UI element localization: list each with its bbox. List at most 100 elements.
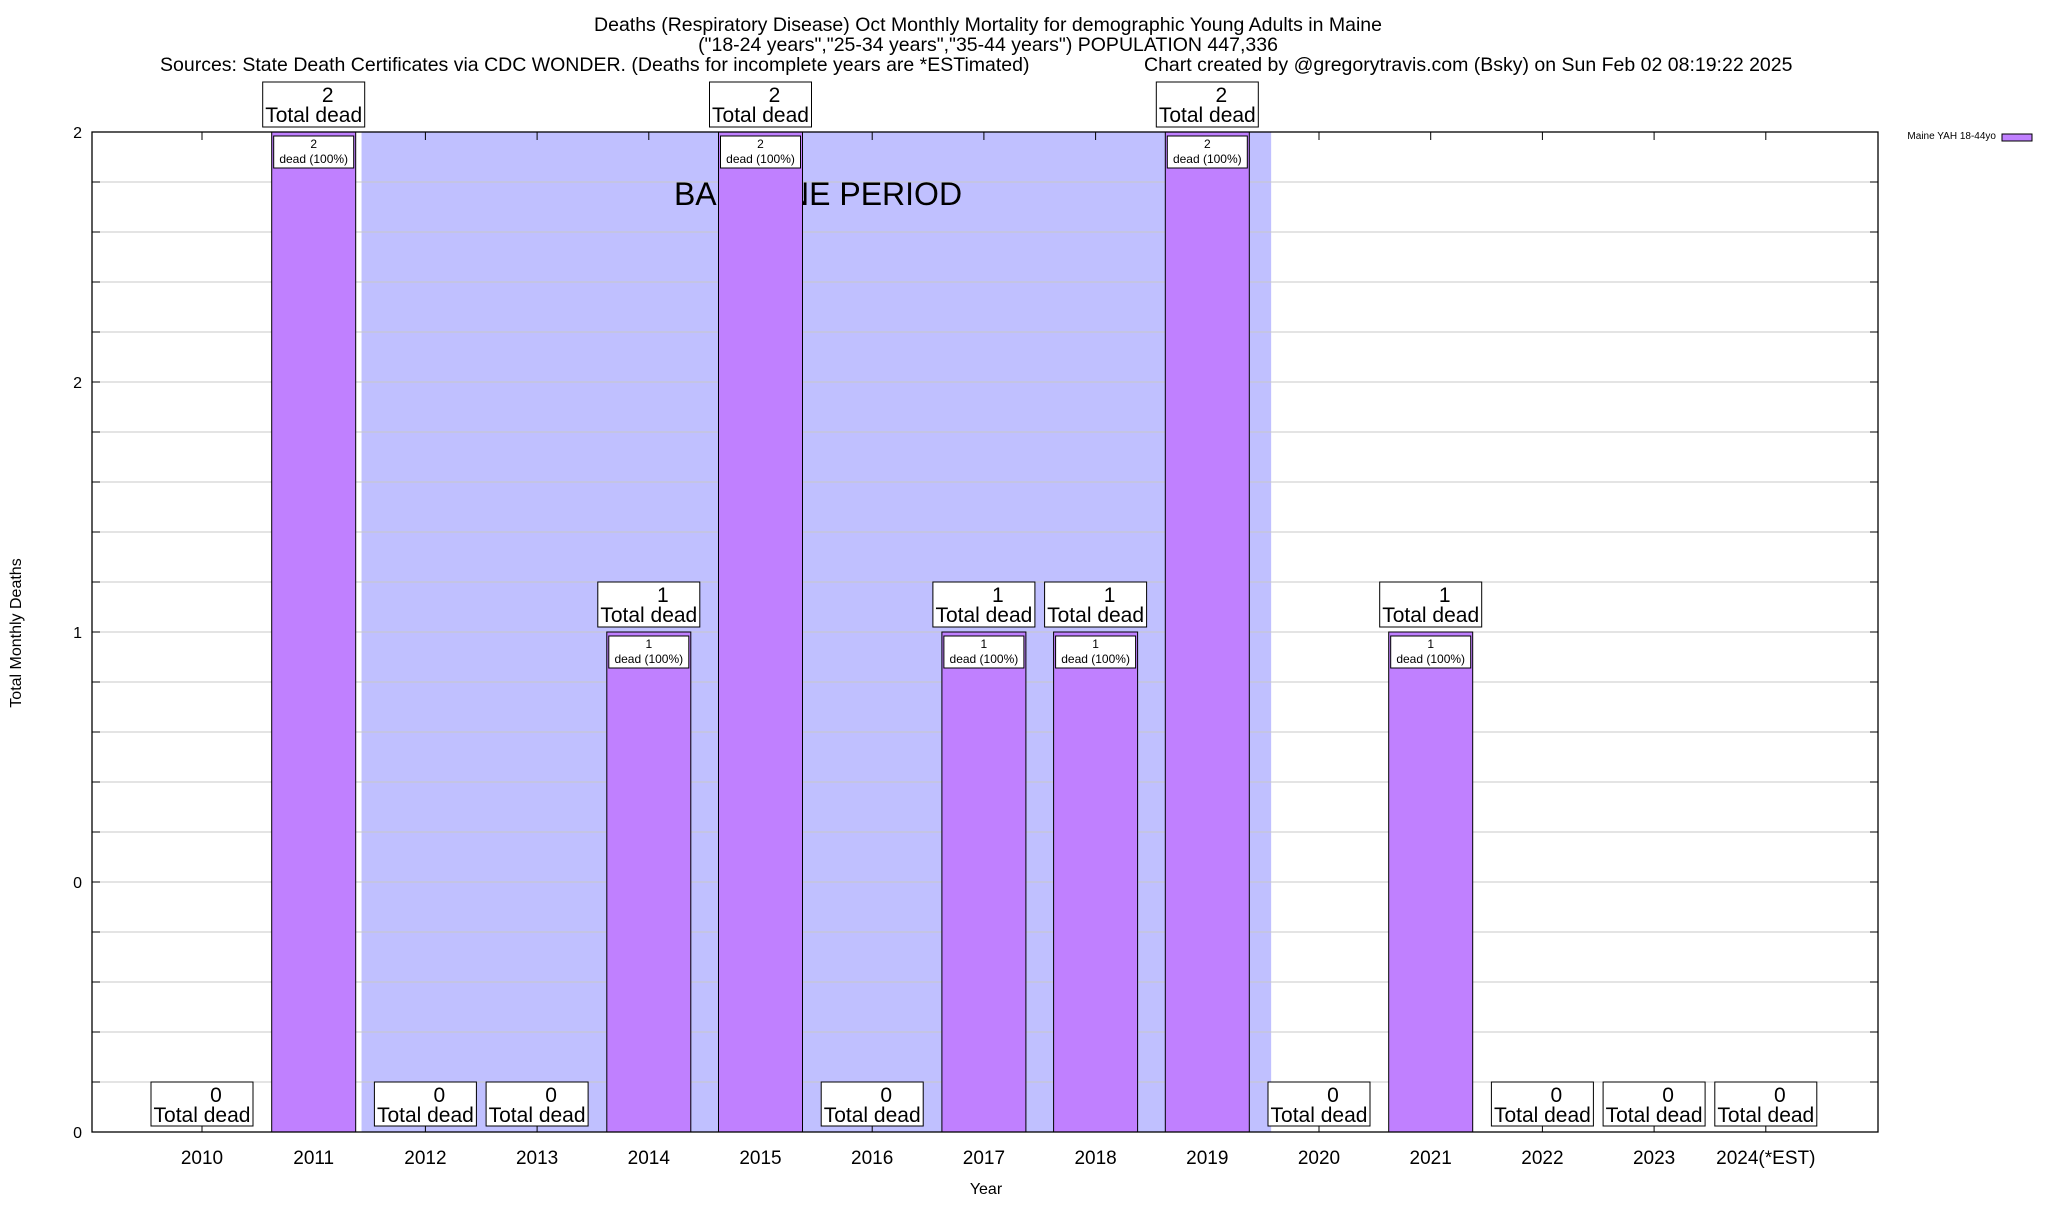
total-label-box	[1267, 1081, 1371, 1127]
inner-label-text: dead (100%)	[279, 152, 348, 166]
inner-label-text: dead (100%)	[726, 152, 795, 166]
plot-border	[91, 131, 1879, 1133]
legend-swatch	[2001, 133, 2033, 142]
total-label-box	[1155, 81, 1259, 128]
inner-label-value: 1	[1092, 637, 1099, 651]
inner-label-text: dead (100%)	[1396, 652, 1465, 666]
inner-label-box	[943, 635, 1025, 669]
y-tick-label: 2	[73, 375, 82, 392]
inner-label-value: 2	[310, 137, 317, 151]
total-label-value: 1	[1104, 584, 1116, 607]
total-label-box	[485, 1081, 589, 1127]
total-label-text: Total dead	[1717, 1104, 1814, 1127]
total-label-value: 0	[880, 1084, 892, 1107]
total-label-box	[1602, 1081, 1706, 1127]
total-label-value: 0	[210, 1084, 222, 1107]
x-tick-label: 2024(*EST)	[1716, 1148, 1815, 1169]
total-label-box	[150, 1081, 254, 1127]
inner-label-value: 1	[645, 637, 652, 651]
x-tick-label: 2020	[1298, 1148, 1340, 1169]
x-tick-label: 2013	[516, 1148, 558, 1169]
bar	[941, 631, 1027, 1133]
inner-label-value: 2	[757, 137, 764, 151]
y-tick-label: 0	[73, 1125, 82, 1142]
inner-label-text: dead (100%)	[1173, 152, 1242, 166]
total-label-value: 1	[657, 584, 669, 607]
bar	[271, 131, 357, 1133]
total-label-box	[709, 81, 812, 128]
total-label-text: Total dead	[489, 1104, 586, 1127]
total-label-value: 2	[769, 84, 781, 107]
total-label-value: 1	[992, 584, 1004, 607]
inner-label-box	[720, 135, 801, 169]
bar	[1053, 631, 1139, 1133]
y-tick-label: 1	[73, 625, 82, 642]
total-label-box	[1714, 1081, 1818, 1127]
total-label-text: Total dead	[824, 1104, 921, 1127]
x-tick-label: 2021	[1410, 1148, 1452, 1169]
x-axis-label: Year	[970, 1181, 1003, 1198]
total-label-value: 2	[322, 84, 334, 107]
x-tick-label: 2012	[404, 1148, 446, 1169]
chart-sources: Sources: State Death Certificates via CD…	[160, 54, 1030, 76]
total-label-text: Total dead	[154, 1104, 251, 1127]
total-label-value: 0	[1662, 1084, 1674, 1107]
x-tick-label: 2014	[628, 1148, 671, 1169]
total-label-text: Total dead	[377, 1104, 474, 1127]
total-label-value: 0	[1551, 1084, 1563, 1107]
total-label-box	[373, 1081, 477, 1127]
chart-title: Deaths (Respiratory Disease) Oct Monthly…	[594, 14, 1382, 36]
inner-label-box	[1166, 135, 1248, 169]
x-tick-label: 2019	[1186, 1148, 1228, 1169]
total-label-text: Total dead	[712, 104, 809, 127]
total-label-text: Total dead	[265, 104, 362, 127]
y-axis-label: Total Monthly Deaths	[8, 558, 25, 707]
total-label-value: 0	[1774, 1084, 1786, 1107]
inner-label-value: 1	[1427, 637, 1434, 651]
inner-label-value: 2	[1204, 137, 1211, 151]
total-label-value: 0	[545, 1084, 557, 1107]
inner-label-value: 1	[981, 637, 988, 651]
total-label-text: Total dead	[600, 604, 697, 627]
inner-label-text: dead (100%)	[950, 652, 1019, 666]
inner-label-box	[273, 135, 355, 169]
x-tick-label: 2023	[1633, 1148, 1675, 1169]
total-label-value: 0	[1327, 1084, 1339, 1107]
x-tick-label: 2015	[739, 1148, 781, 1169]
total-label-text: Total dead	[1159, 104, 1256, 127]
total-label-text: Total dead	[1494, 1104, 1591, 1127]
total-label-value: 2	[1215, 84, 1227, 107]
total-label-text: Total dead	[1047, 604, 1144, 627]
inner-label-text: dead (100%)	[1061, 652, 1130, 666]
x-tick-label: 2010	[181, 1148, 223, 1169]
x-tick-label: 2017	[963, 1148, 1005, 1169]
inner-label-box	[1390, 635, 1472, 669]
x-tick-label: 2018	[1074, 1148, 1116, 1169]
total-label-text: Total dead	[1271, 1104, 1368, 1127]
total-label-text: Total dead	[1382, 604, 1479, 627]
chart-credit: Chart created by @gregorytravis.com (Bsk…	[1144, 54, 1793, 76]
inner-label-box	[608, 635, 690, 669]
total-label-value: 0	[434, 1084, 446, 1107]
chart-subtitle: ("18-24 years","25-34 years","35-44 year…	[698, 34, 1278, 56]
total-label-text: Total dead	[1606, 1104, 1703, 1127]
total-label-box	[597, 581, 701, 628]
x-tick-label: 2016	[851, 1148, 893, 1169]
y-tick-label: 0	[73, 875, 82, 892]
x-tick-label: 2022	[1521, 1148, 1563, 1169]
total-label-box	[932, 581, 1036, 628]
bar	[1388, 631, 1474, 1133]
total-label-box	[1044, 581, 1148, 628]
legend-label: Maine YAH 18-44yo	[1907, 131, 1996, 142]
bar	[1164, 131, 1250, 1133]
total-label-box	[820, 1081, 924, 1127]
total-label-box	[262, 81, 366, 128]
total-label-box	[1490, 1081, 1594, 1127]
baseline-label: BASELINE PERIOD	[674, 176, 962, 212]
total-label-text: Total dead	[935, 604, 1032, 627]
x-tick-label: 2011	[293, 1148, 334, 1169]
y-tick-label: 2	[73, 125, 82, 142]
total-label-box	[1379, 581, 1483, 628]
